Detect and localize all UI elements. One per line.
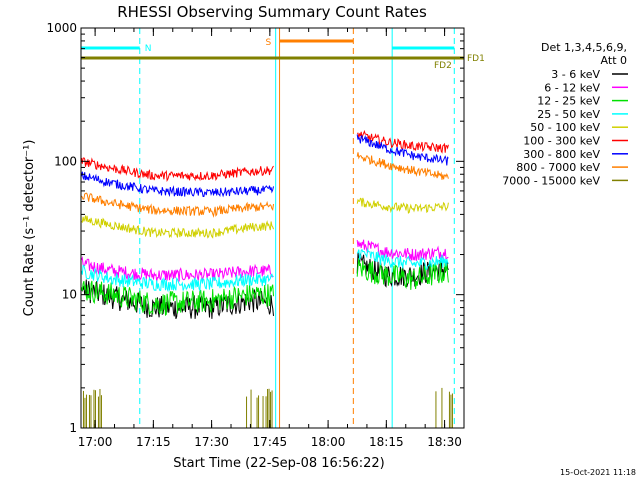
axis-ticks: 1 10 100 1000 17:00 17:15 17:30 17:45 18:00 18:15… [46,21,465,449]
series-line [356,134,449,166]
flare-label-fd1: FD1 [467,54,485,64]
legend-entry-label: 25 - 50 keV [537,108,600,121]
legend-entry-label: 3 - 6 keV [551,68,600,81]
x-axis-label: Start Time (22-Sep-08 16:56:22) [173,456,384,471]
series-line [81,192,274,218]
series-line [81,215,274,239]
series-line [81,280,274,317]
legend-entry-label: 50 - 100 keV [530,121,600,134]
series-line [356,239,449,261]
series-line [81,171,274,198]
series-line [356,258,449,290]
legend-entry-label: 300 - 800 keV [523,148,600,161]
series-line [356,247,449,271]
series-line [356,152,449,180]
y-tick-label: 1000 [46,21,77,35]
plot-area: N S FD1 FD2 [80,28,485,428]
legend-entry-label: 6 - 12 keV [544,81,600,94]
marker-bar-label: N [145,44,152,54]
series-line [81,264,274,293]
marker-bar-label: S [266,38,272,48]
series-line [357,129,449,154]
legend-header: Det 1,3,4,5,6,9, [541,41,627,54]
legend-entry-label: 800 - 7000 keV [516,161,600,174]
legend-header: Att 0 [601,54,627,67]
render-timestamp: 15-Oct-2021 11:18 [560,468,636,477]
x-tick-label: 18:00 [311,435,346,449]
y-tick-label: 1 [69,421,77,435]
x-tick-label: 17:30 [194,435,229,449]
series-line [81,157,274,182]
legend-entry-label: 100 - 300 keV [523,135,600,148]
x-tick-label: 18:15 [369,435,404,449]
x-tick-label: 18:30 [427,435,462,449]
series-line [356,197,449,214]
x-tick-label: 17:15 [136,435,171,449]
y-tick-label: 10 [62,288,77,302]
y-axis-label: Count Rate (s⁻¹ detector⁻¹) [22,140,37,317]
chart-title: RHESSI Observing Summary Count Rates [117,3,427,21]
y-tick-label: 100 [54,154,77,168]
x-tick-label: 17:00 [78,435,113,449]
flare-label-fd2: FD2 [434,61,452,71]
legend-entry-label: 7000 - 15000 keV [502,174,600,187]
legend-entry-label: 12 - 25 keV [537,95,600,108]
x-tick-label: 17:45 [253,435,288,449]
plot-frame [80,27,465,429]
